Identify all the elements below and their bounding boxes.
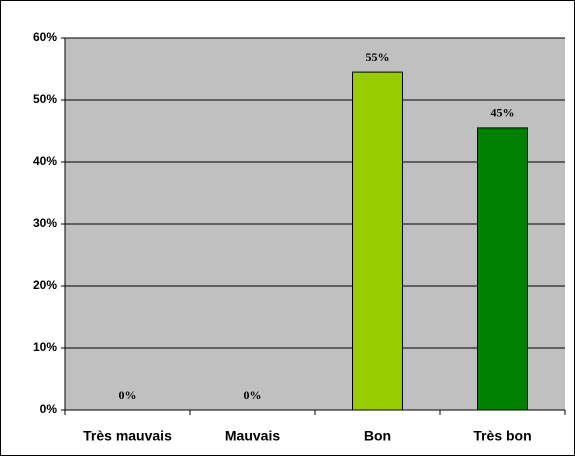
value-label: 45% [491,106,515,120]
y-tick-label: 60% [33,30,57,44]
x-tick-label: Très bon [473,428,531,444]
y-tick-label: 10% [33,340,57,354]
y-tick-label: 40% [33,154,57,168]
bar [477,127,528,411]
y-tick-label: 20% [33,278,57,292]
x-tick-label: Très mauvais [83,428,172,444]
y-tick-label: 50% [33,92,57,106]
value-label: 55% [366,50,390,64]
value-label: 0% [244,388,262,402]
y-tick-label: 0% [40,402,58,416]
bar [352,71,403,411]
x-tick-label: Mauvais [225,428,280,444]
x-tick-label: Bon [364,428,391,444]
y-tick-label: 30% [33,216,57,230]
value-label: 0% [119,388,137,402]
